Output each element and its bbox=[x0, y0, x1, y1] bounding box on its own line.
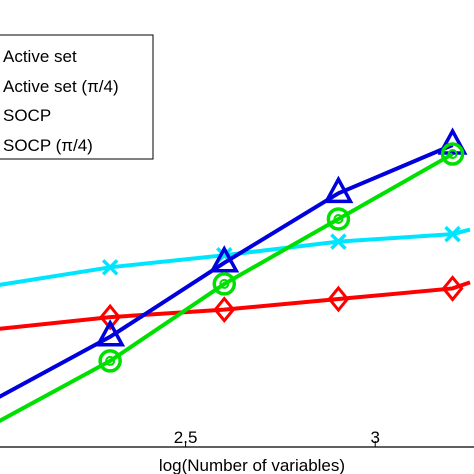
x-tick-label: 3 bbox=[370, 428, 379, 447]
x-axis-label: log(Number of variables) bbox=[159, 456, 345, 474]
x-tick-label: 2.5 bbox=[174, 428, 198, 447]
point-socp-4 bbox=[212, 272, 237, 296]
point-active-set bbox=[327, 285, 350, 313]
point-active-set-4 bbox=[330, 233, 347, 250]
point-socp-4-inner bbox=[333, 213, 344, 224]
point-socp bbox=[323, 175, 354, 204]
legend-label-socp-pi4: SOCP (π/4) bbox=[3, 136, 93, 155]
series-line-active-set bbox=[0, 280, 471, 331]
point-socp-4 bbox=[440, 142, 465, 166]
point-active-set-4 bbox=[101, 259, 119, 276]
series-socp bbox=[0, 127, 468, 399]
legend-label-active-set: Active set bbox=[3, 47, 77, 66]
legend-box bbox=[0, 34, 154, 160]
legend-label-active-set-pi4: Active set (π/4) bbox=[3, 77, 119, 96]
point-active-set bbox=[441, 275, 464, 302]
point-socp-4 bbox=[326, 207, 351, 231]
series-line-socp-4 bbox=[0, 152, 454, 423]
series-active-set bbox=[0, 275, 471, 331]
point-socp-4-inner bbox=[105, 355, 116, 366]
legend: Active set Active set (π/4) SOCP SOCP (π… bbox=[0, 34, 154, 160]
point-active-set-4 bbox=[444, 225, 461, 243]
legend-label-socp: SOCP bbox=[3, 106, 51, 125]
point-socp bbox=[437, 127, 468, 155]
point-socp bbox=[209, 245, 240, 273]
series-socp-4 bbox=[0, 142, 465, 423]
point-active-set bbox=[213, 296, 236, 323]
point-socp bbox=[95, 319, 126, 347]
point-active-set bbox=[99, 303, 122, 331]
plot-area bbox=[0, 127, 474, 448]
point-socp-4-inner bbox=[219, 278, 230, 289]
point-socp-4-inner bbox=[447, 149, 458, 160]
point-socp-4 bbox=[98, 349, 122, 373]
series-line-socp bbox=[0, 143, 454, 399]
